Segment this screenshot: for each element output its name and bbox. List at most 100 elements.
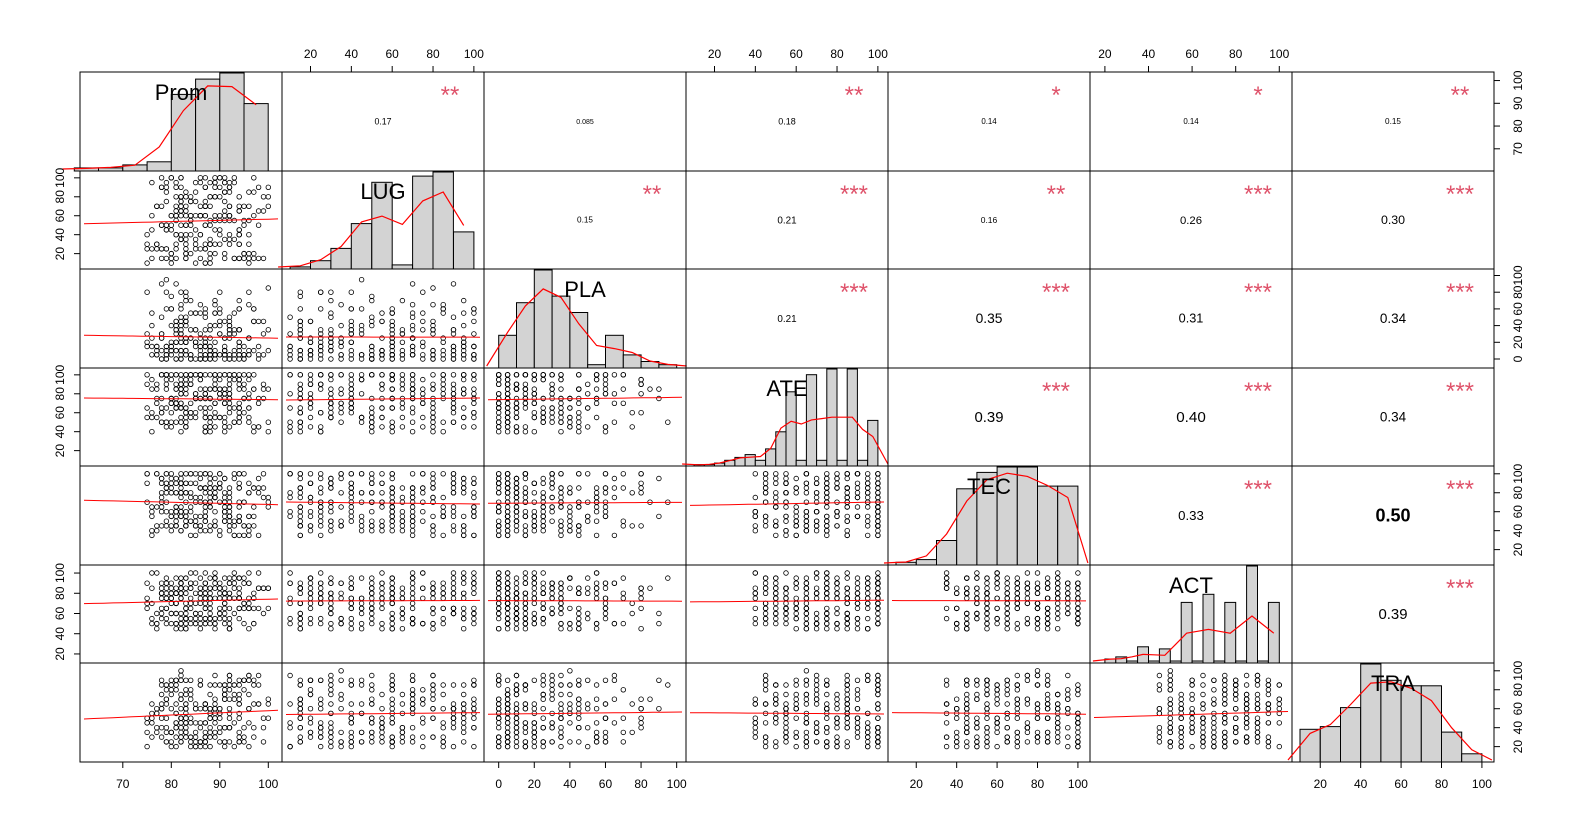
scatter-point [178, 696, 184, 702]
scatter-point [513, 429, 520, 435]
scatter-point [187, 310, 194, 316]
scatter-point [158, 677, 165, 683]
scatter-point [504, 620, 511, 627]
scatter-point [358, 518, 365, 524]
scatter-point [638, 585, 644, 591]
scatter-point [187, 504, 194, 510]
scatter-point [255, 532, 262, 539]
scatter-point [173, 523, 179, 529]
scatter-point [348, 327, 354, 333]
scatter-point [1065, 687, 1071, 693]
scatter-point [318, 615, 324, 622]
scatter-point [154, 528, 160, 534]
scatter-point [854, 485, 861, 491]
scatter-point [231, 720, 237, 726]
scatter-point [504, 391, 511, 397]
scatter-point [202, 706, 208, 712]
scatter-point [430, 424, 436, 430]
scatter-point [496, 710, 502, 717]
scatter-point [471, 532, 477, 539]
scatter-point [834, 523, 840, 529]
scatter-point [496, 429, 502, 435]
scatter-point [168, 677, 174, 683]
scatter-point [409, 605, 416, 612]
scatter-point [187, 620, 194, 627]
scatter-point [834, 743, 840, 750]
scatter-point [379, 720, 385, 726]
scatter-point [358, 682, 365, 688]
scatter-point [496, 523, 502, 529]
scatter-point [236, 480, 242, 486]
scatter-point [246, 217, 252, 224]
scatter-point [844, 720, 850, 726]
scatter-point [241, 532, 247, 539]
scatter-point [246, 203, 252, 209]
scatter-point [513, 372, 520, 378]
scatter-point [540, 682, 546, 688]
scatter-point [168, 250, 174, 257]
scatter-point [328, 347, 334, 354]
scatter-point [558, 485, 564, 491]
scatter-point [558, 743, 564, 750]
scatter-point [369, 419, 375, 425]
scatter-point [241, 381, 247, 387]
scatter-point [513, 575, 520, 581]
scatter-point [173, 339, 179, 345]
scatter-point [762, 523, 769, 529]
scatter-point [173, 241, 179, 247]
scatter-point [504, 677, 511, 683]
scatter-point [585, 610, 591, 617]
scatter-point [964, 677, 970, 683]
scatter-point [369, 682, 375, 688]
scatter-point [173, 480, 179, 486]
scatter-point [844, 725, 850, 731]
scatter-point [236, 532, 242, 539]
scatter-point [803, 585, 810, 591]
scatter-point [163, 615, 170, 622]
scatter-point [875, 743, 881, 750]
scatter-point [461, 615, 467, 622]
histogram-bar [1037, 485, 1059, 566]
scatter-point [420, 289, 426, 295]
scatter-point [420, 414, 426, 421]
scatter-point [318, 306, 324, 312]
scatter-point [803, 610, 810, 617]
scatter-point [246, 513, 252, 520]
scatter-point [854, 734, 861, 740]
scatter-point [154, 381, 160, 387]
scatter-point [496, 475, 502, 482]
scatter-point [369, 734, 375, 740]
scatter-point [513, 600, 520, 607]
scatter-point [231, 376, 237, 383]
scatter-point [1054, 615, 1061, 622]
correlation-value: 0.15 [577, 216, 593, 225]
scatter-point [163, 222, 170, 228]
scatter-point [149, 620, 155, 627]
scatter-point [762, 739, 769, 745]
scatter-point [844, 490, 850, 496]
scatter-point [875, 532, 881, 539]
scatter-point [158, 255, 165, 262]
scatter-point [226, 179, 233, 186]
scatter-point [450, 386, 457, 392]
scatter-point [338, 668, 344, 674]
scatter-point [1034, 715, 1041, 721]
scatter-point [287, 743, 293, 750]
scatter-point [231, 175, 237, 181]
scatter-point [338, 400, 344, 406]
scatter-point [783, 490, 789, 496]
scatter-point [567, 485, 573, 491]
scatter-point [307, 615, 314, 622]
significance-stars: ** [1451, 82, 1470, 109]
scatter-point [471, 410, 477, 416]
scatter-point [974, 725, 980, 731]
scatter-point [178, 620, 184, 627]
scatter-point [149, 615, 155, 622]
scatter-point [389, 318, 395, 325]
variable-name: Prom [155, 80, 208, 105]
scatter-point [440, 391, 446, 397]
scatter-point [178, 289, 184, 295]
scatter-point [994, 743, 1000, 750]
scatter-point [236, 410, 242, 416]
scatter-point [540, 696, 546, 702]
